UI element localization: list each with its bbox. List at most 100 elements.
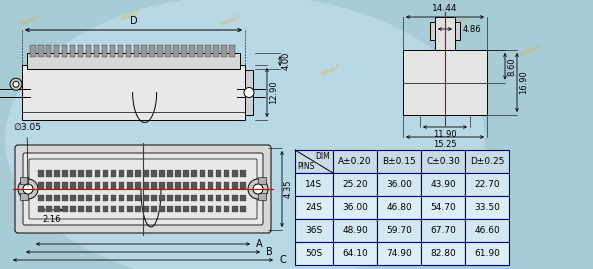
- Bar: [167, 206, 173, 212]
- Text: 36.00: 36.00: [342, 203, 368, 212]
- Bar: [94, 45, 99, 57]
- Bar: [165, 45, 171, 57]
- Bar: [176, 170, 181, 177]
- Bar: [205, 45, 211, 57]
- Bar: [245, 70, 253, 115]
- Text: 24S: 24S: [305, 203, 323, 212]
- Bar: [465, 173, 509, 196]
- Bar: [127, 206, 132, 212]
- Bar: [240, 195, 246, 201]
- Bar: [295, 173, 333, 196]
- Bar: [94, 195, 100, 201]
- Bar: [62, 206, 68, 212]
- Bar: [38, 182, 44, 189]
- Text: 4.86: 4.86: [463, 24, 482, 34]
- Bar: [103, 182, 109, 189]
- Bar: [127, 182, 132, 189]
- Bar: [54, 182, 60, 189]
- Bar: [221, 45, 227, 57]
- Bar: [465, 242, 509, 265]
- Bar: [232, 195, 238, 201]
- Bar: [151, 182, 157, 189]
- Circle shape: [253, 184, 263, 194]
- Text: www.f: www.f: [149, 89, 171, 101]
- Bar: [333, 196, 377, 219]
- Bar: [183, 195, 189, 201]
- Bar: [46, 170, 52, 177]
- Bar: [78, 182, 84, 189]
- Bar: [229, 45, 235, 57]
- Bar: [127, 170, 132, 177]
- Bar: [71, 206, 76, 212]
- Text: 82.80: 82.80: [430, 249, 456, 258]
- Bar: [240, 182, 246, 189]
- Circle shape: [244, 87, 254, 97]
- Bar: [46, 45, 52, 57]
- Bar: [27, 53, 240, 69]
- Bar: [143, 170, 149, 177]
- Bar: [403, 50, 487, 115]
- Bar: [46, 206, 52, 212]
- Text: B±0.15: B±0.15: [382, 157, 416, 166]
- Bar: [465, 219, 509, 242]
- Bar: [78, 206, 84, 212]
- Text: A±0.20: A±0.20: [338, 157, 372, 166]
- Text: 4.00: 4.00: [282, 52, 291, 70]
- Text: A: A: [256, 239, 263, 249]
- Bar: [111, 170, 116, 177]
- Bar: [333, 173, 377, 196]
- Bar: [216, 206, 221, 212]
- Text: 36S: 36S: [305, 226, 323, 235]
- Bar: [117, 45, 123, 57]
- Bar: [167, 170, 173, 177]
- Text: B: B: [266, 247, 273, 257]
- Bar: [176, 206, 181, 212]
- Bar: [38, 170, 44, 177]
- Text: 15.25: 15.25: [433, 140, 457, 149]
- Bar: [421, 242, 465, 265]
- Bar: [333, 242, 377, 265]
- Text: 54.70: 54.70: [430, 203, 456, 212]
- Text: 11.90: 11.90: [433, 130, 457, 139]
- Bar: [127, 195, 132, 201]
- Bar: [111, 182, 116, 189]
- Bar: [103, 195, 109, 201]
- Bar: [173, 45, 179, 57]
- Bar: [38, 195, 44, 201]
- FancyBboxPatch shape: [15, 145, 271, 233]
- Bar: [157, 45, 163, 57]
- Bar: [181, 45, 187, 57]
- Text: www.f: www.f: [219, 13, 241, 26]
- Bar: [135, 206, 141, 212]
- Text: 61.90: 61.90: [474, 249, 500, 258]
- Bar: [103, 206, 109, 212]
- Bar: [71, 182, 76, 189]
- Bar: [78, 170, 84, 177]
- Text: PINS: PINS: [297, 162, 314, 171]
- Bar: [213, 45, 219, 57]
- Bar: [421, 150, 465, 173]
- Circle shape: [10, 78, 22, 90]
- Bar: [192, 182, 197, 189]
- Bar: [111, 195, 116, 201]
- Bar: [295, 196, 333, 219]
- Bar: [135, 182, 141, 189]
- Bar: [126, 45, 131, 57]
- Bar: [143, 206, 149, 212]
- Bar: [87, 195, 92, 201]
- Bar: [119, 170, 125, 177]
- Text: 74.90: 74.90: [386, 249, 412, 258]
- Text: www.f: www.f: [119, 9, 141, 22]
- Text: 14.44: 14.44: [432, 4, 458, 13]
- Bar: [240, 170, 246, 177]
- Text: www.f: www.f: [519, 44, 541, 56]
- Bar: [189, 45, 195, 57]
- Bar: [208, 195, 213, 201]
- Bar: [377, 242, 421, 265]
- Bar: [192, 195, 197, 201]
- Bar: [199, 195, 205, 201]
- Bar: [208, 182, 213, 189]
- Bar: [54, 206, 60, 212]
- Bar: [295, 150, 333, 173]
- Bar: [176, 195, 181, 201]
